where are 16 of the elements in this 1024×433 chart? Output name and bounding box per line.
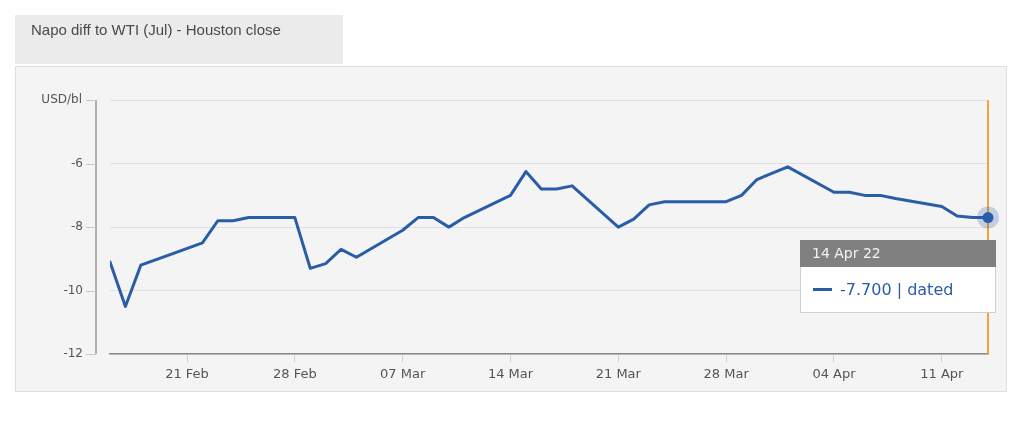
x-tick-label: 04 Apr: [812, 366, 857, 382]
x-tick-label: 28 Mar: [703, 366, 750, 382]
x-tick-label: 14 Mar: [487, 366, 534, 382]
y-tick-label: -8: [71, 219, 83, 234]
x-tick-label: 28 Feb: [272, 366, 317, 382]
x-tick-label: 11 Apr: [920, 366, 965, 382]
x-tick-label: 21 Feb: [165, 366, 209, 382]
annotation: -7.700 | dated: [840, 279, 954, 299]
x-tick-label: 07 Mar: [380, 366, 426, 382]
y-tick-label: -10: [63, 282, 83, 297]
chart-title: Napo diff to WTI (Jul) - Houston close: [15, 15, 343, 64]
y-axis-title: USD/bl: [41, 92, 82, 107]
x-tick-label: 21 Mar: [595, 366, 642, 382]
annotation: 14 Apr 22: [800, 239, 996, 267]
y-tick-label: -6: [71, 155, 83, 170]
y-tick-label: -12: [63, 346, 83, 361]
